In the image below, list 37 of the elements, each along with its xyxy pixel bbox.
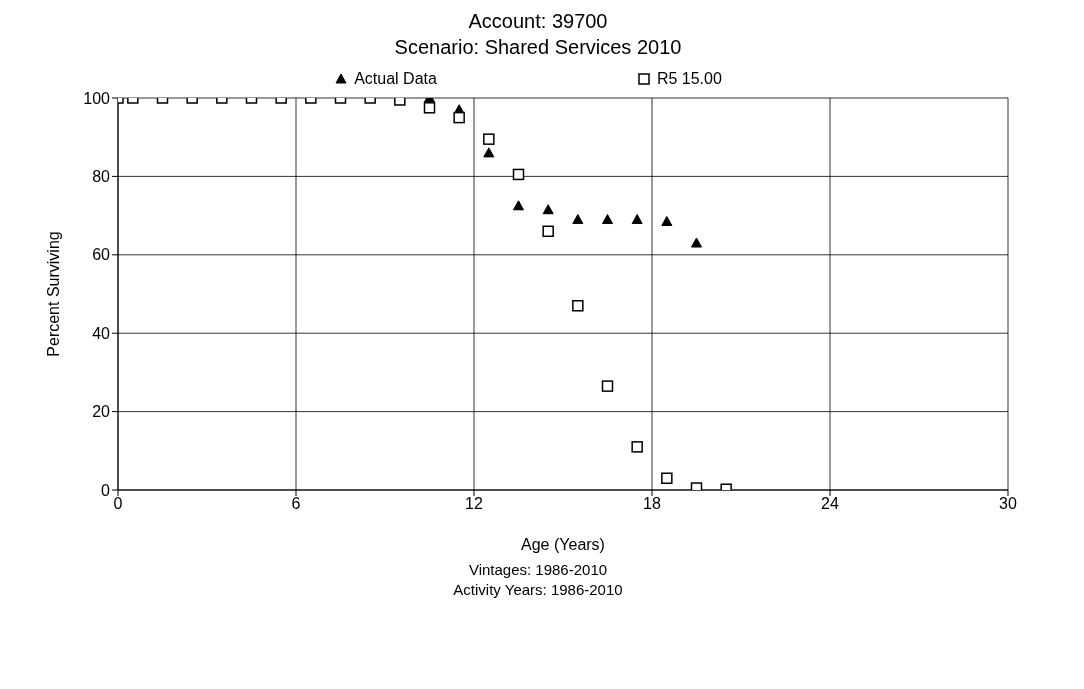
point (631, 441, 643, 453)
point (602, 214, 613, 225)
point (572, 300, 584, 312)
x-axis-title: Age (Years) (521, 536, 605, 553)
point (661, 215, 673, 226)
legend-label: R5 15.00 (656, 70, 722, 88)
point (483, 147, 495, 158)
point (483, 133, 495, 145)
point (691, 237, 702, 248)
point (661, 472, 673, 484)
x-tick-label: 24 (821, 495, 839, 513)
x-tick-label: 0 (113, 495, 123, 513)
x-tick-label: 6 (291, 495, 301, 513)
chart-subtitle: Scenario: Shared Services 2010 (393, 35, 683, 60)
point (453, 111, 465, 124)
point (512, 168, 525, 181)
chart-title: Account: 39700 (467, 9, 609, 34)
y-tick-label: 0 (101, 481, 111, 499)
point (631, 214, 643, 225)
x-tick-label: 12 (465, 495, 483, 513)
y-tick-label: 100 (83, 89, 111, 107)
point (542, 204, 554, 215)
y-tick-label: 40 (92, 324, 111, 342)
text: Vintages: 1986-2010 (467, 560, 609, 580)
point (572, 214, 584, 225)
point (601, 380, 614, 392)
x-tick-label: 30 (999, 495, 1017, 513)
y-tick-label: 80 (92, 168, 111, 186)
legend-label: Actual Data (354, 70, 437, 88)
y-tick-label: 20 (92, 403, 111, 421)
y-axis-title: Percent Surviving (44, 231, 62, 357)
y-tick-label: 60 (92, 246, 111, 264)
text: Activity Years: 1986-2010 (452, 580, 624, 600)
point (513, 200, 524, 211)
x-tick-label: 18 (643, 495, 661, 513)
point (423, 102, 436, 114)
point (542, 225, 554, 238)
